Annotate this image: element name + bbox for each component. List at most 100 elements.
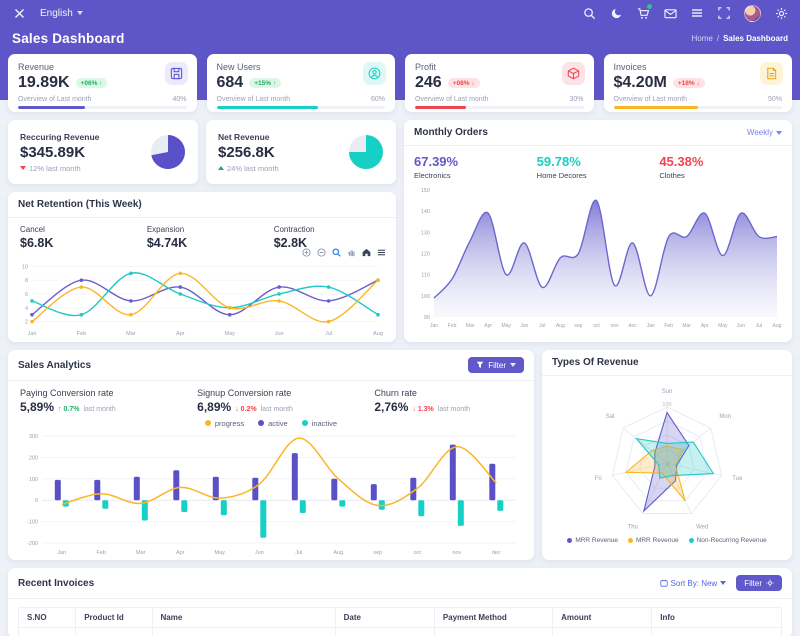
legend-label: Non-Recurring Revenue bbox=[696, 536, 767, 544]
up-triangle-icon bbox=[218, 166, 224, 170]
pan-icon[interactable] bbox=[347, 248, 356, 259]
menu-icon[interactable] bbox=[377, 248, 386, 259]
svg-text:Aug: Aug bbox=[333, 550, 343, 556]
filter-button[interactable]: Filter bbox=[736, 575, 782, 591]
svg-text:Aug: Aug bbox=[373, 331, 383, 337]
stat-suffix: last month bbox=[83, 406, 116, 413]
svg-text:Apr: Apr bbox=[701, 323, 709, 329]
close-icon[interactable] bbox=[12, 6, 26, 20]
stat-badge: +18% ↓ bbox=[672, 78, 705, 88]
column-header[interactable]: Info bbox=[651, 607, 782, 628]
pie-chart bbox=[151, 135, 185, 169]
language-selector[interactable]: English bbox=[40, 8, 83, 19]
stat-delta: ↓ 0.2% bbox=[235, 406, 257, 413]
svg-text:Thu: Thu bbox=[628, 524, 638, 530]
legend-dot bbox=[301, 420, 308, 426]
user-avatar[interactable] bbox=[744, 4, 761, 22]
selection-zoom-icon[interactable] bbox=[332, 248, 341, 259]
svg-text:100: 100 bbox=[29, 477, 38, 483]
svg-text:nov: nov bbox=[610, 323, 619, 329]
stat-badge: +08% ↓ bbox=[447, 78, 480, 88]
settings-gear-icon[interactable] bbox=[774, 6, 788, 20]
legend-item[interactable]: inactive bbox=[301, 419, 337, 428]
column-header[interactable]: S.NO bbox=[17, 607, 77, 628]
svg-text:Feb: Feb bbox=[77, 331, 86, 337]
svg-text:Apr: Apr bbox=[176, 331, 185, 337]
svg-text:4: 4 bbox=[25, 306, 28, 312]
stat-percent: 50% bbox=[767, 96, 782, 103]
svg-text:Mar: Mar bbox=[136, 550, 146, 556]
legend-item[interactable]: MRR Revenue bbox=[567, 537, 618, 544]
card-title: Recent Invoices bbox=[18, 577, 95, 589]
mini-value: $345.89K bbox=[20, 143, 86, 161]
stat-value: 684 bbox=[216, 74, 244, 91]
zoom-out-icon[interactable] bbox=[317, 248, 326, 259]
legend-item[interactable]: Non-Recurring Revenue bbox=[688, 536, 767, 544]
stat-value: 59.78% bbox=[536, 154, 581, 169]
svg-text:0: 0 bbox=[35, 498, 38, 504]
svg-text:Tue: Tue bbox=[732, 475, 743, 481]
svg-text:Jan: Jan bbox=[28, 331, 37, 337]
stat-label: Churn rate bbox=[374, 388, 417, 398]
chart-legend: MRR Revenue MRR Revenue Non-Recurring Re… bbox=[567, 536, 767, 552]
svg-text:130: 130 bbox=[421, 230, 430, 236]
chevron-down-icon bbox=[720, 581, 727, 585]
column-header[interactable]: Date bbox=[334, 607, 435, 628]
svg-text:Mon: Mon bbox=[719, 414, 731, 420]
cart-icon[interactable] bbox=[636, 4, 652, 20]
svg-text:100: 100 bbox=[421, 294, 430, 300]
range-label: Weekly bbox=[746, 128, 773, 137]
svg-text:sep: sep bbox=[373, 550, 382, 556]
search-icon[interactable] bbox=[582, 6, 596, 20]
svg-text:May: May bbox=[225, 331, 236, 337]
table-row[interactable] bbox=[17, 627, 782, 636]
svg-text:140: 140 bbox=[421, 209, 430, 215]
svg-text:Feb: Feb bbox=[97, 550, 106, 556]
stat-label: Paying Conversion rate bbox=[20, 388, 114, 398]
range-selector[interactable]: Weekly bbox=[747, 128, 782, 137]
stat-label: Cancel bbox=[20, 225, 45, 234]
svg-text:Mar: Mar bbox=[126, 331, 136, 337]
calendar-icon bbox=[659, 579, 668, 587]
breadcrumb-home[interactable]: Home bbox=[691, 34, 713, 43]
svg-text:Jan: Jan bbox=[430, 323, 438, 329]
recent-invoices-card: Recent Invoices Sort By: New Filter S.NO… bbox=[8, 568, 792, 636]
filter-button[interactable]: Filter bbox=[468, 357, 524, 373]
menu-icon[interactable] bbox=[690, 6, 704, 20]
column-header[interactable]: Product Id bbox=[75, 607, 153, 628]
file-icon bbox=[760, 62, 783, 85]
legend-dot bbox=[204, 420, 211, 426]
svg-text:Jun: Jun bbox=[520, 323, 528, 329]
stat-overview: Overview of Last month bbox=[613, 96, 688, 103]
svg-text:120: 120 bbox=[421, 252, 430, 258]
stat-overview: Overview of Last month bbox=[216, 96, 291, 103]
fullscreen-icon[interactable] bbox=[717, 6, 731, 20]
zoom-in-icon[interactable] bbox=[302, 248, 311, 259]
pie-chart bbox=[349, 135, 383, 169]
mail-icon[interactable] bbox=[663, 6, 677, 20]
chevron-down-icon bbox=[510, 363, 516, 367]
chart-legend: progress active inactive bbox=[8, 416, 534, 430]
svg-text:Jun: Jun bbox=[255, 550, 264, 556]
dark-mode-icon[interactable] bbox=[609, 6, 623, 20]
column-header[interactable]: Amount bbox=[552, 607, 653, 628]
svg-text:Jun: Jun bbox=[275, 331, 284, 337]
legend-item[interactable]: progress bbox=[204, 419, 244, 428]
legend-item[interactable]: active bbox=[258, 419, 288, 428]
breadcrumb-separator: / bbox=[716, 34, 720, 43]
progress-track bbox=[18, 106, 187, 109]
stat-value: $2.8K bbox=[273, 236, 308, 250]
home-icon[interactable] bbox=[362, 248, 371, 259]
stat-label: Clothes bbox=[659, 171, 685, 180]
column-header[interactable]: Payment Method bbox=[433, 607, 554, 628]
stat-label: Signup Conversion rate bbox=[197, 388, 292, 398]
breadcrumb: Home / Sales Dashboard bbox=[692, 34, 789, 43]
column-header[interactable]: Name bbox=[151, 607, 336, 628]
stat-label: Electronics bbox=[414, 171, 451, 180]
types-of-revenue-radar-chart: Sun Mon Tue Wed Thu Fri Sat 100 0 bbox=[595, 389, 743, 530]
sort-by-selector[interactable]: Sort By: New bbox=[659, 579, 727, 588]
svg-text:-100: -100 bbox=[27, 520, 38, 526]
legend-item[interactable]: MRR Revenue bbox=[627, 537, 679, 544]
language-label: English bbox=[40, 7, 73, 19]
svg-text:Jul: Jul bbox=[325, 331, 332, 337]
